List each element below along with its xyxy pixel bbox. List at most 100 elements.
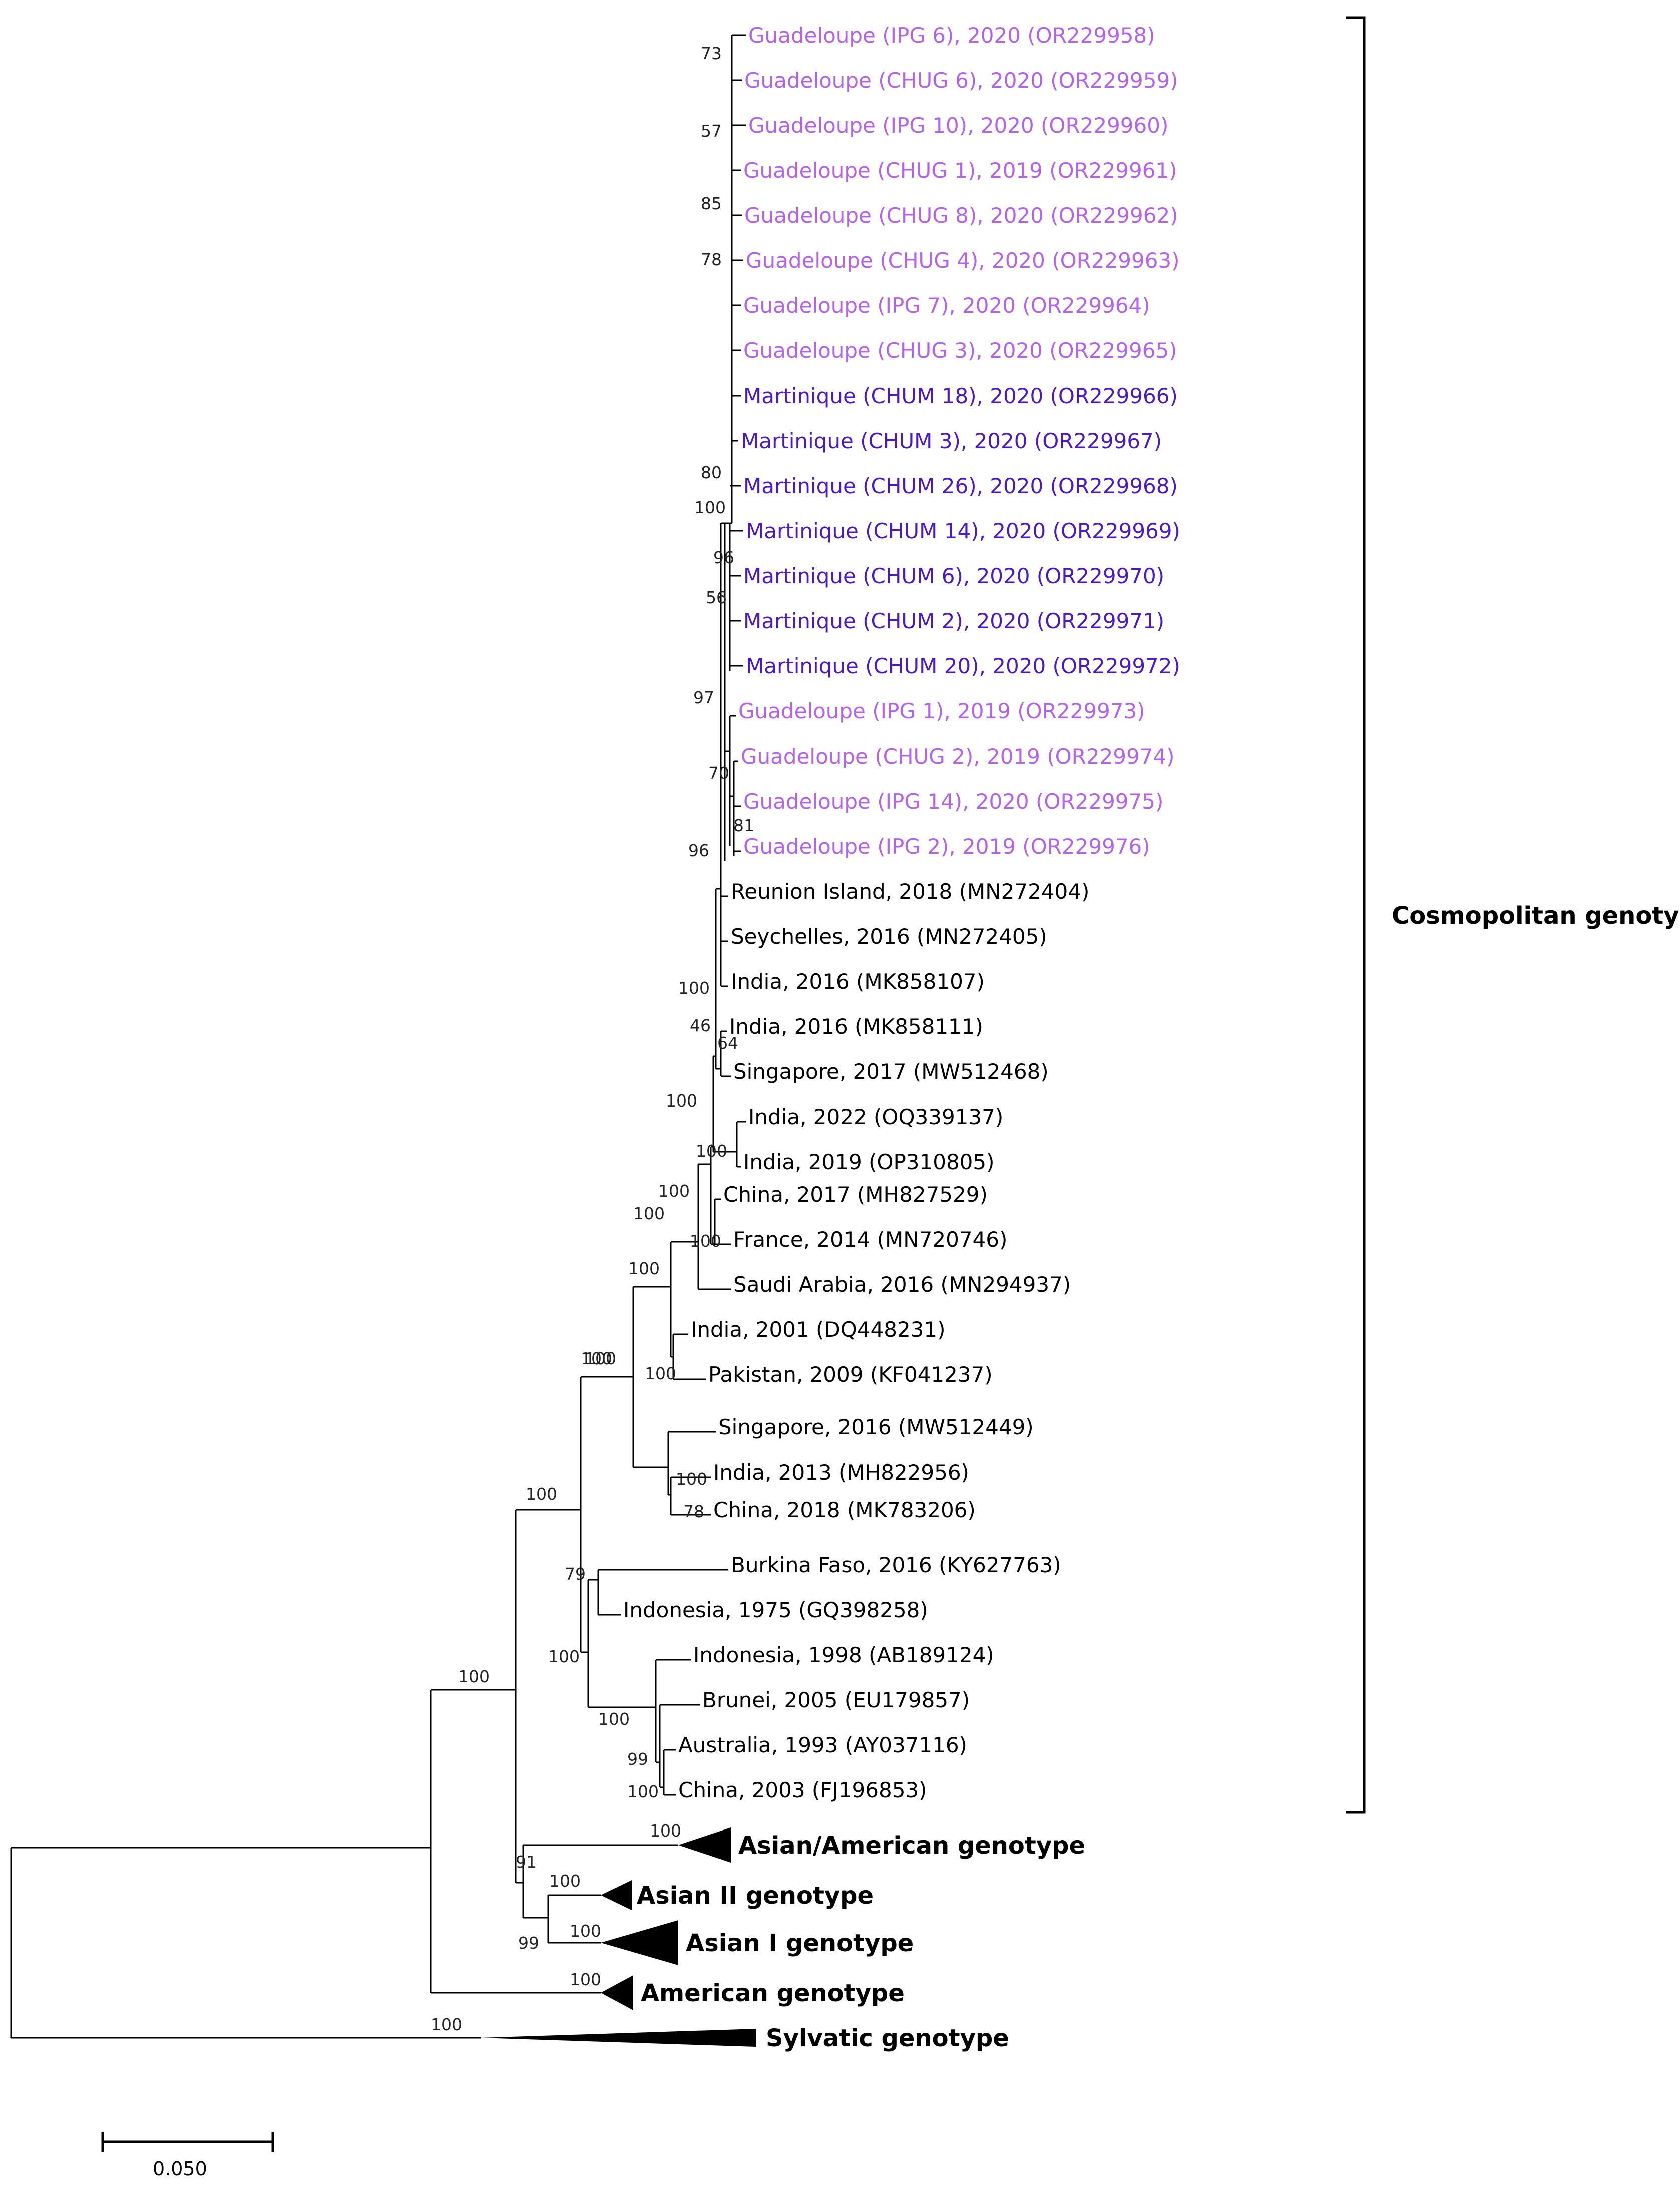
support-cosmo-upper: 100	[633, 1204, 665, 1223]
clade-support-values: 100 100 100 100 100	[431, 1821, 681, 2034]
bootstrap-value: 81	[733, 816, 754, 835]
bootstrap-value: 79	[565, 1564, 586, 1584]
support-ingroup: 100	[458, 1667, 490, 1686]
bootstrap-value: 100	[666, 1091, 697, 1111]
tip-label: Seychelles, 2016 (MN272405)	[731, 924, 1047, 949]
bootstrap-value: 100	[694, 498, 726, 517]
bootstrap-value: 100	[678, 978, 710, 998]
tip-label: Guadeloupe (CHUG 4), 2020 (OR229963)	[746, 248, 1180, 273]
tip-label: Singapore, 2017 (MW512468)	[733, 1059, 1049, 1084]
bootstrap-value: 64	[717, 1033, 738, 1053]
cosmopolitan-bracket	[1346, 16, 1366, 1814]
cosmopolitan-label: Cosmopolitan genotype	[1392, 902, 1680, 930]
tip-label: Brunei, 2005 (EU179857)	[702, 1688, 970, 1712]
tree-branches	[10, 34, 746, 2039]
bootstrap-value: 57	[701, 121, 722, 141]
support-sylvatic: 100	[431, 2015, 462, 2034]
tip-label: India, 2001 (DQ448231)	[691, 1317, 946, 1342]
tip-label: Martinique (CHUM 3), 2020 (OR229967)	[741, 429, 1162, 453]
tip-label: China, 2018 (MK783206)	[713, 1498, 976, 1522]
bootstrap-value: 100	[676, 1469, 707, 1489]
tip-label: Martinique (CHUM 26), 2020 (OR229968)	[743, 474, 1178, 498]
tip-label: Burkina Faso, 2016 (KY627763)	[731, 1553, 1061, 1577]
triangle-asian-i	[601, 1920, 678, 1965]
collapsed-triangles	[481, 1827, 756, 2047]
tip-label: Singapore, 2016 (MW512449)	[718, 1415, 1034, 1439]
bootstrap-value: 100	[585, 1349, 616, 1368]
bootstrap-values: 73 57 85 78 80 100 96 56 97 70 81 96 100…	[516, 44, 754, 1953]
clade-label-asian-american: Asian/American genotype	[738, 1832, 1085, 1860]
bootstrap-value: 100	[598, 1709, 630, 1729]
tip-label: Guadeloupe (CHUG 3), 2020 (OR229965)	[743, 338, 1177, 363]
tip-label: Guadeloupe (IPG 7), 2020 (OR229964)	[743, 293, 1150, 318]
clade-label-sylvatic: Sylvatic genotype	[766, 2024, 1009, 2052]
tip-label: Martinique (CHUM 14), 2020 (OR229969)	[746, 519, 1180, 543]
support-asian-ii: 100	[549, 1871, 581, 1891]
bootstrap-value: 100	[696, 1141, 727, 1161]
tip-label: Australia, 1993 (AY037116)	[678, 1733, 967, 1757]
bootstrap-value: 100	[627, 1782, 659, 1801]
support-asian-i: 100	[570, 1921, 601, 1941]
scale-bar-line	[101, 2132, 274, 2152]
bootstrap-value: 85	[701, 194, 722, 213]
bootstrap-value: 99	[518, 1933, 539, 1953]
triangle-american	[601, 1975, 633, 2010]
bootstrap-value: 100	[645, 1364, 676, 1383]
tip-label: Pakistan, 2009 (KF041237)	[708, 1362, 993, 1387]
tip-label: Saudi Arabia, 2016 (MN294937)	[733, 1272, 1071, 1297]
tip-label: France, 2014 (MN720746)	[733, 1227, 1007, 1252]
bootstrap-value: 78	[701, 250, 722, 269]
tip-label: Guadeloupe (CHUG 1), 2019 (OR229961)	[743, 158, 1177, 183]
tip-label: Martinique (CHUM 18), 2020 (OR229966)	[743, 384, 1178, 408]
tip-label: Guadeloupe (IPG 6), 2020 (OR229958)	[748, 23, 1155, 48]
tip-label: Martinique (CHUM 2), 2020 (OR229971)	[743, 609, 1164, 633]
tip-label: India, 2016 (MK858107)	[731, 969, 985, 994]
support-asian-american: 100	[650, 1821, 681, 1841]
clade-label-asian-i: Asian I genotype	[686, 1929, 914, 1957]
bootstrap-value: 97	[693, 688, 714, 707]
bootstrap-value: 100	[690, 1231, 721, 1251]
tip-label: Guadeloupe (IPG 10), 2020 (OR229960)	[748, 113, 1168, 138]
tip-label: Guadeloupe (IPG 1), 2019 (OR229973)	[738, 699, 1145, 723]
tip-label: Guadeloupe (CHUG 2), 2019 (OR229974)	[741, 744, 1175, 769]
bootstrap-value: 96	[713, 548, 734, 567]
bootstrap-value: 70	[708, 763, 729, 783]
tip-label: Guadeloupe (CHUG 8), 2020 (OR229962)	[744, 203, 1178, 228]
bootstrap-value: 78	[683, 1502, 704, 1521]
support-main: 100	[526, 1484, 557, 1504]
tip-label: Martinique (CHUM 6), 2020 (OR229970)	[743, 564, 1164, 588]
tip-label: Martinique (CHUM 20), 2020 (OR229972)	[746, 654, 1180, 678]
bootstrap-value: 100	[548, 1647, 580, 1666]
bootstrap-value: 96	[688, 841, 709, 860]
bootstrap-value: 73	[701, 44, 722, 63]
bootstrap-value: 46	[690, 1016, 711, 1035]
bootstrap-value: 80	[701, 463, 722, 482]
tip-label: China, 2017 (MH827529)	[723, 1182, 988, 1207]
clade-label-asian-ii: Asian II genotype	[637, 1882, 874, 1910]
tip-labels: Guadeloupe (IPG 6), 2020 (OR229958) Guad…	[623, 23, 1180, 1802]
tip-label: China, 2003 (FJ196853)	[678, 1778, 927, 1802]
tip-label: Guadeloupe (IPG 14), 2020 (OR229975)	[743, 789, 1163, 814]
tip-label: Indonesia, 1998 (AB189124)	[693, 1643, 994, 1667]
triangle-asian-american	[678, 1827, 731, 1863]
bootstrap-value: 100	[658, 1181, 690, 1201]
tip-label: India, 2019 (OP310805)	[743, 1150, 995, 1174]
clade-label-american: American genotype	[641, 1979, 905, 2007]
tip-label: Guadeloupe (CHUG 6), 2020 (OR229959)	[744, 68, 1178, 93]
triangle-asian-ii	[601, 1880, 632, 1910]
support-american: 100	[570, 1970, 601, 1989]
tip-label: India, 2016 (MK858111)	[729, 1014, 983, 1039]
tip-label: Indonesia, 1975 (GQ398258)	[623, 1598, 928, 1622]
bootstrap-value: 99	[627, 1749, 648, 1769]
tip-label: India, 2022 (OQ339137)	[748, 1105, 1003, 1129]
scale-bar-label: 0.050	[153, 2158, 207, 2180]
bootstrap-value: 56	[706, 588, 727, 607]
triangle-sylvatic	[481, 2029, 756, 2047]
support-cosmo: 100	[581, 1349, 612, 1368]
bootstrap-value: 100	[628, 1259, 660, 1278]
tip-label: Guadeloupe (IPG 2), 2019 (OR229976)	[743, 834, 1150, 859]
deep-support-values: 100 100 100 100	[458, 1204, 665, 1686]
tip-label: Reunion Island, 2018 (MN272404)	[731, 879, 1089, 904]
bootstrap-value: 91	[516, 1852, 537, 1872]
